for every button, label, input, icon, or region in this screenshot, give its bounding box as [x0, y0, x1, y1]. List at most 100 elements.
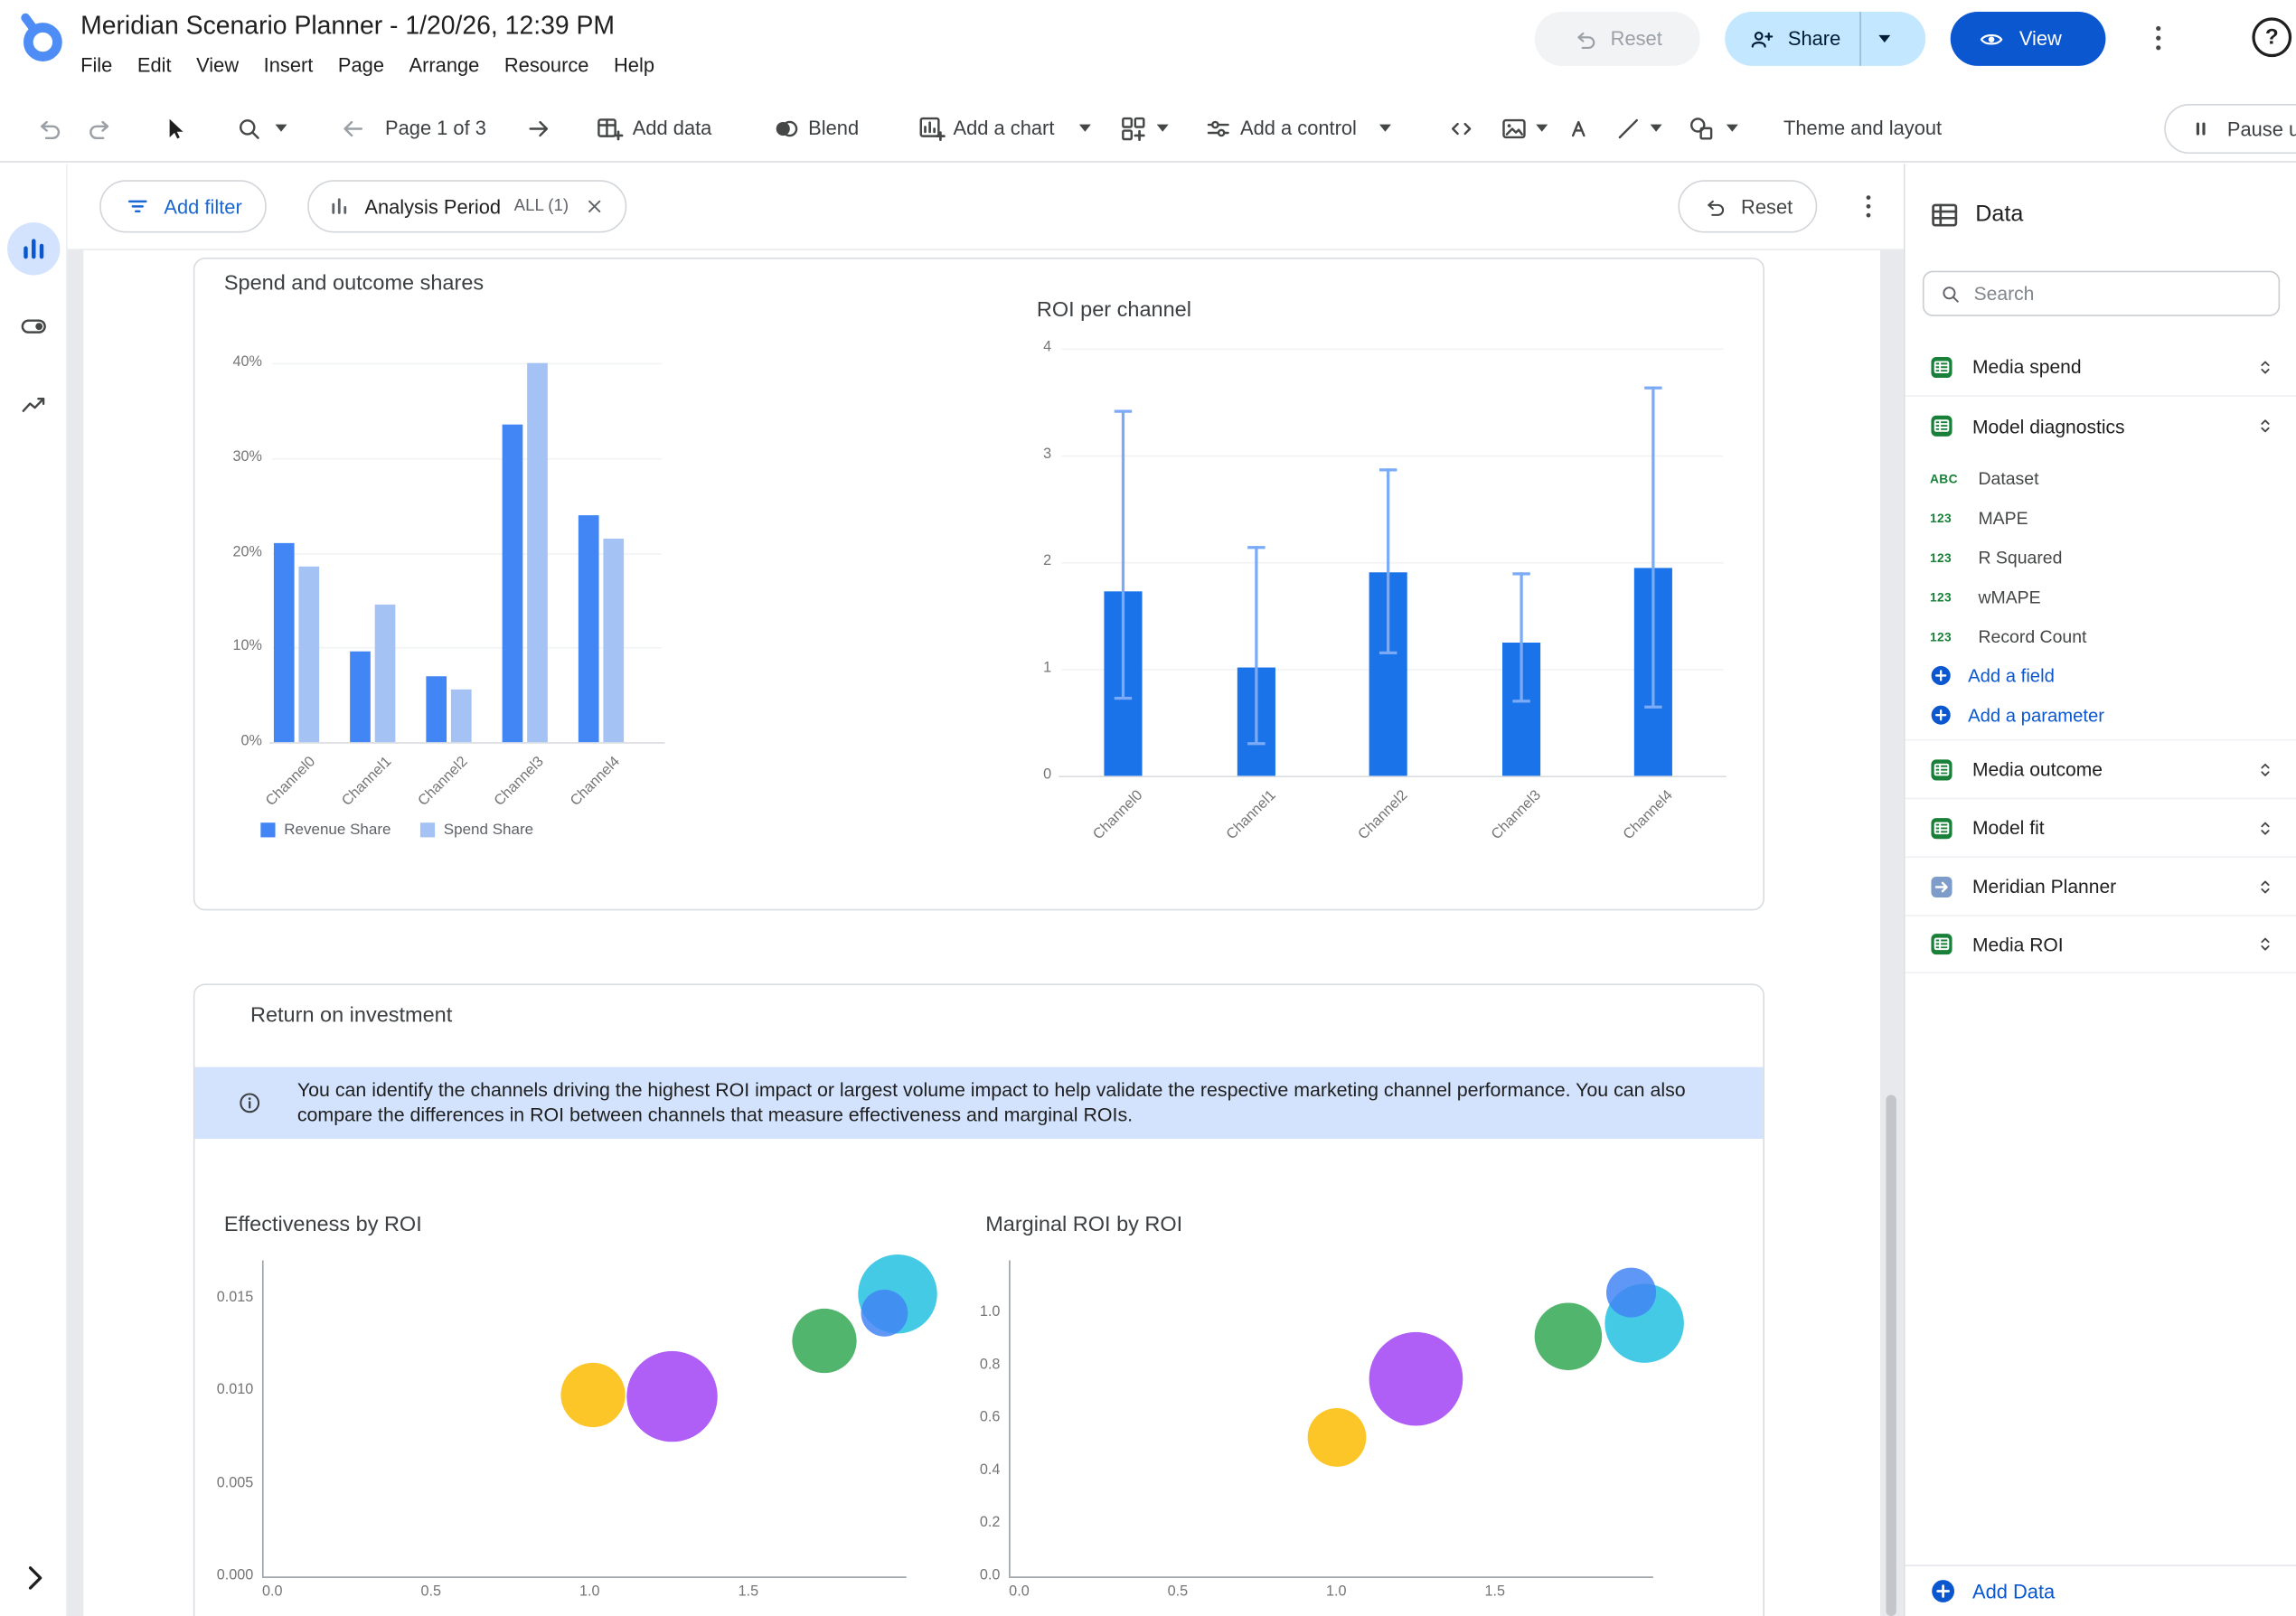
y-tick-label: 0.0 — [979, 1567, 1001, 1584]
share-dropdown-icon[interactable] — [1878, 34, 1891, 42]
share-split-divider — [1859, 11, 1861, 66]
data-source-row[interactable]: Model diagnostics — [1905, 397, 2296, 456]
add-data-button[interactable]: Add Data — [1928, 1576, 2055, 1605]
data-source-row[interactable]: Media ROI — [1905, 915, 2296, 974]
community-viz-dropdown-icon[interactable] — [1156, 124, 1169, 132]
report-title[interactable]: Meridian Scenario Planner - 1/20/26, 12:… — [80, 10, 616, 40]
roi-section-card[interactable]: Return on investment You can identify th… — [193, 983, 1764, 1616]
pause-updates-button[interactable]: Pause u — [2164, 103, 2296, 155]
error-cap-top — [1114, 410, 1133, 414]
charts-card[interactable]: Spend and outcome shares ROI per channel… — [193, 258, 1764, 911]
line-tool-icon[interactable] — [1614, 114, 1642, 143]
chart-title: ROI per channel — [1036, 298, 1191, 323]
menu-resource[interactable]: Resource — [503, 53, 589, 77]
add-data-icon[interactable] — [595, 114, 624, 143]
page-indicator[interactable]: Page 1 of 3 — [385, 116, 486, 139]
help-button[interactable]: ? — [2252, 17, 2292, 58]
pause-icon — [2188, 116, 2214, 142]
updown-chevrons-icon[interactable] — [2254, 355, 2277, 379]
community-visualizations-icon[interactable] — [1119, 114, 1148, 143]
bar-spend-share — [527, 362, 548, 743]
field-row[interactable]: ABC Dataset — [1905, 458, 2296, 498]
error-whisker — [1651, 385, 1655, 707]
controls-icon[interactable] — [19, 312, 48, 341]
add-control-label[interactable]: Add a control — [1240, 116, 1357, 139]
error-cap-bottom — [1644, 704, 1662, 709]
add-icon — [1928, 702, 1953, 728]
updown-chevrons-icon[interactable] — [2254, 816, 2277, 840]
add-data-label[interactable]: Add data — [632, 116, 712, 139]
analysis-period-chip[interactable]: Analysis Period ALL (1) — [307, 180, 627, 233]
add-a-parameter-button[interactable]: Add a parameter — [1905, 695, 2296, 735]
header-reset-button[interactable]: Reset — [1534, 11, 1700, 66]
image-tool-icon[interactable] — [1500, 114, 1529, 143]
text-tool-icon[interactable] — [1564, 114, 1593, 143]
share-button[interactable]: Share — [1725, 11, 1926, 66]
previous-page-icon[interactable] — [338, 114, 367, 143]
updown-chevrons-icon[interactable] — [2254, 933, 2277, 956]
error-whisker — [1254, 546, 1257, 744]
undo-icon[interactable] — [35, 114, 64, 143]
report-page[interactable]: Spend and outcome shares ROI per channel… — [83, 249, 1880, 1616]
data-source-row[interactable]: Media outcome — [1905, 738, 2296, 798]
next-page-icon[interactable] — [524, 114, 553, 143]
view-button[interactable]: View — [1950, 11, 2106, 66]
shape-tool-icon[interactable] — [1687, 114, 1716, 143]
embed-code-icon[interactable] — [1446, 114, 1475, 143]
blend-label[interactable]: Blend — [808, 116, 860, 139]
updown-chevrons-icon[interactable] — [2254, 875, 2277, 898]
add-a-field-button[interactable]: Add a field — [1905, 656, 2296, 696]
image-dropdown-icon[interactable] — [1536, 124, 1548, 132]
x-tick-label: 0.0 — [1009, 1583, 1030, 1601]
redo-icon[interactable] — [85, 114, 114, 143]
expand-panel-icon[interactable] — [17, 1562, 50, 1594]
canvas-scrollbar[interactable] — [1886, 1095, 1896, 1616]
y-tick-label: 0.015 — [216, 1289, 254, 1306]
add-control-dropdown-icon[interactable] — [1379, 124, 1391, 132]
search-input[interactable] — [1973, 282, 2264, 305]
menu-file[interactable]: File — [80, 53, 113, 77]
field-row[interactable]: 123 MAPE — [1905, 498, 2296, 538]
updown-chevrons-icon[interactable] — [2254, 414, 2277, 437]
bar-spend-share — [450, 690, 472, 743]
data-source-row[interactable]: Model fit — [1905, 797, 2296, 857]
field-row[interactable]: 123 Record Count — [1905, 616, 2296, 656]
filter-reset-button[interactable]: Reset — [1678, 180, 1818, 233]
theme-and-layout-button[interactable]: Theme and layout — [1783, 116, 1943, 139]
trend-icon[interactable] — [19, 390, 48, 419]
menu-view[interactable]: View — [196, 53, 240, 77]
add-chart-label[interactable]: Add a chart — [953, 116, 1055, 139]
line-dropdown-icon[interactable] — [1650, 124, 1662, 132]
field-row[interactable]: 123 wMAPE — [1905, 577, 2296, 616]
zoom-tool-icon[interactable] — [234, 114, 263, 143]
data-source-row[interactable]: Meridian Planner — [1905, 856, 2296, 915]
add-chart-icon[interactable] — [917, 114, 946, 143]
rail-report-tab[interactable] — [7, 222, 61, 276]
menu-arrange[interactable]: Arrange — [409, 53, 480, 77]
menu-edit[interactable]: Edit — [136, 53, 172, 77]
add-chart-dropdown-icon[interactable] — [1078, 124, 1091, 132]
shape-dropdown-icon[interactable] — [1726, 124, 1738, 132]
add-filter-button[interactable]: Add filter — [99, 180, 268, 233]
close-icon[interactable] — [585, 196, 606, 217]
filter-bar: Add filter Analysis Period ALL (1) Reset — [67, 164, 1904, 250]
person-add-icon — [1748, 25, 1774, 52]
x-axis-line — [1059, 775, 1727, 778]
updown-chevrons-icon[interactable] — [2254, 757, 2277, 781]
add-control-icon[interactable] — [1204, 114, 1233, 143]
menu-bar: File Edit View Insert Page Arrange Resource Hel… — [80, 54, 654, 76]
looker-studio-logo-icon — [14, 7, 66, 66]
menu-help[interactable]: Help — [614, 53, 654, 77]
field-row[interactable]: 123 R Squared — [1905, 537, 2296, 577]
menu-page[interactable]: Page — [337, 53, 384, 77]
more-options-icon[interactable] — [2141, 21, 2176, 56]
search-box[interactable] — [1922, 270, 2281, 316]
section-title: Return on investment — [250, 1004, 453, 1028]
data-source-row[interactable]: Media spend — [1905, 338, 2296, 397]
zoom-dropdown-icon[interactable] — [275, 124, 287, 132]
filter-bar-more-icon[interactable] — [1852, 191, 1885, 223]
menu-insert[interactable]: Insert — [263, 53, 314, 77]
chip-name: Analysis Period — [364, 195, 502, 218]
blend-icon[interactable] — [772, 114, 801, 143]
select-tool-icon[interactable] — [161, 114, 190, 143]
